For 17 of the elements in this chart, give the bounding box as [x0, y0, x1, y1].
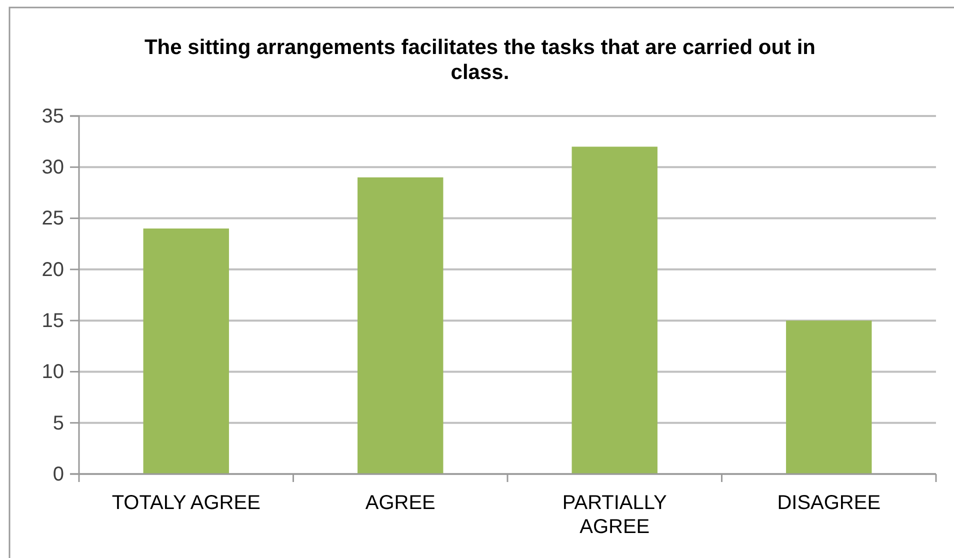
y-tick-label: 20	[42, 258, 64, 281]
y-tick-label: 10	[42, 361, 64, 384]
y-tick-label: 25	[42, 208, 64, 230]
bar	[786, 320, 872, 474]
bar	[358, 177, 444, 474]
y-tick-label: 0	[52, 463, 64, 486]
y-tick-label: 5	[52, 412, 64, 434]
x-tick-label: TOTALY AGREE	[112, 492, 260, 514]
bar	[143, 228, 229, 474]
bar	[572, 146, 658, 474]
chart-title: The sitting arrangements facilitates the tasks that are carried out in class.	[144, 36, 816, 84]
y-tick-label: 30	[42, 156, 64, 179]
y-tick-label: 15	[42, 310, 64, 332]
x-tick-label: DISAGREE	[777, 492, 881, 514]
y-tick-label: 35	[42, 105, 64, 128]
x-tick-label: AGREE	[365, 492, 436, 514]
x-tick-label: PARTIALLY AGREE	[562, 492, 667, 538]
